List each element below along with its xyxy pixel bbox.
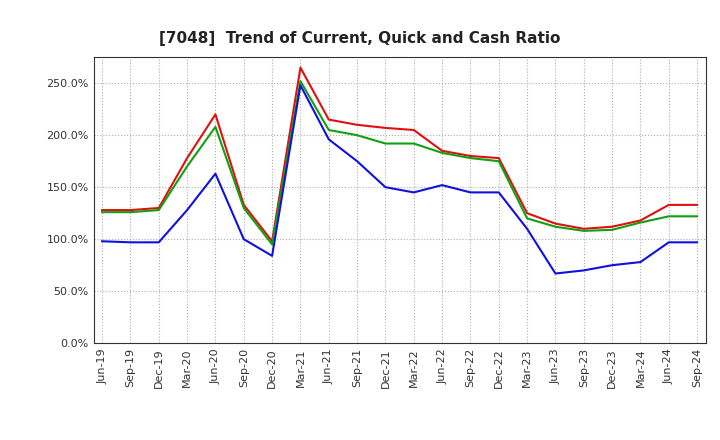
Quick Ratio — [466, 155, 474, 161]
Current Ratio — [240, 202, 248, 208]
Cash Ratio — [268, 253, 276, 258]
Cash Ratio — [693, 240, 701, 245]
Current Ratio — [98, 207, 107, 213]
Current Ratio — [693, 202, 701, 208]
Cash Ratio — [438, 183, 446, 188]
Current Ratio — [325, 117, 333, 122]
Quick Ratio — [126, 209, 135, 215]
Quick Ratio — [240, 205, 248, 211]
Cash Ratio — [665, 240, 673, 245]
Quick Ratio — [381, 141, 390, 146]
Quick Ratio — [183, 164, 192, 169]
Current Ratio — [268, 238, 276, 244]
Cash Ratio — [353, 158, 361, 164]
Quick Ratio — [296, 78, 305, 84]
Current Ratio — [438, 148, 446, 154]
Text: [7048]  Trend of Current, Quick and Cash Ratio: [7048] Trend of Current, Quick and Cash … — [159, 31, 561, 46]
Current Ratio — [466, 154, 474, 159]
Cash Ratio — [98, 238, 107, 244]
Cash Ratio — [580, 268, 588, 273]
Cash Ratio — [183, 207, 192, 213]
Quick Ratio — [211, 124, 220, 129]
Cash Ratio — [608, 263, 616, 268]
Current Ratio — [353, 122, 361, 128]
Current Ratio — [495, 155, 503, 161]
Quick Ratio — [495, 158, 503, 164]
Current Ratio — [636, 218, 644, 223]
Cash Ratio — [495, 190, 503, 195]
Cash Ratio — [240, 237, 248, 242]
Quick Ratio — [438, 150, 446, 155]
Cash Ratio — [325, 137, 333, 142]
Quick Ratio — [608, 227, 616, 232]
Quick Ratio — [551, 224, 559, 229]
Quick Ratio — [410, 141, 418, 146]
Quick Ratio — [98, 209, 107, 215]
Quick Ratio — [693, 214, 701, 219]
Cash Ratio — [296, 83, 305, 88]
Current Ratio — [551, 221, 559, 226]
Current Ratio — [665, 202, 673, 208]
Quick Ratio — [665, 214, 673, 219]
Line: Current Ratio: Current Ratio — [102, 68, 697, 241]
Current Ratio — [155, 205, 163, 211]
Line: Quick Ratio: Quick Ratio — [102, 81, 697, 244]
Current Ratio — [296, 65, 305, 70]
Cash Ratio — [211, 171, 220, 176]
Current Ratio — [183, 155, 192, 161]
Cash Ratio — [466, 190, 474, 195]
Cash Ratio — [155, 240, 163, 245]
Quick Ratio — [523, 216, 531, 221]
Quick Ratio — [325, 127, 333, 132]
Current Ratio — [381, 125, 390, 131]
Current Ratio — [523, 211, 531, 216]
Quick Ratio — [580, 228, 588, 234]
Cash Ratio — [126, 240, 135, 245]
Current Ratio — [211, 112, 220, 117]
Cash Ratio — [381, 184, 390, 190]
Cash Ratio — [410, 190, 418, 195]
Cash Ratio — [523, 226, 531, 231]
Current Ratio — [608, 224, 616, 229]
Cash Ratio — [551, 271, 559, 276]
Quick Ratio — [268, 242, 276, 247]
Cash Ratio — [636, 260, 644, 265]
Current Ratio — [126, 207, 135, 213]
Current Ratio — [410, 127, 418, 132]
Quick Ratio — [353, 132, 361, 138]
Line: Cash Ratio: Cash Ratio — [102, 85, 697, 274]
Current Ratio — [580, 226, 588, 231]
Quick Ratio — [636, 220, 644, 225]
Quick Ratio — [155, 207, 163, 213]
